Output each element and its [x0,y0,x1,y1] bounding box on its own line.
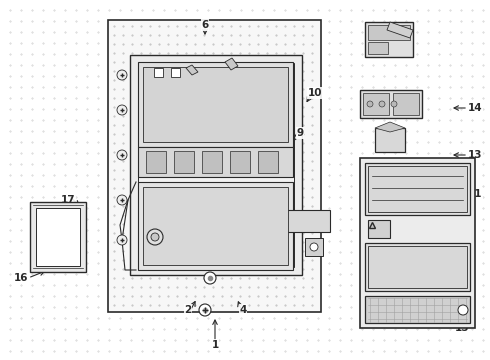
Bar [305,238,323,256]
Circle shape [310,243,318,251]
Circle shape [204,272,216,284]
Bar [365,296,470,323]
Circle shape [367,101,373,107]
Text: 3: 3 [158,192,166,202]
Polygon shape [225,58,238,70]
Circle shape [391,101,397,107]
Text: 17: 17 [61,195,75,205]
Bar [360,158,475,328]
Text: 13: 13 [468,150,483,160]
Bar [250,210,330,232]
Bar [202,151,222,173]
Bar [108,20,321,312]
Text: 4: 4 [239,305,246,315]
Bar [365,163,470,215]
Bar [258,151,278,173]
Text: 16: 16 [14,273,28,283]
Circle shape [117,150,127,160]
Bar [393,93,419,115]
Text: 15: 15 [455,323,469,333]
Circle shape [117,195,127,205]
Circle shape [117,105,127,115]
Bar [171,68,180,77]
Bar [138,182,293,270]
Text: 5: 5 [203,82,211,92]
Bar [368,166,467,212]
Circle shape [117,235,127,245]
Text: 14: 14 [468,103,483,113]
Polygon shape [375,122,405,132]
Text: 9: 9 [296,128,304,138]
Polygon shape [186,65,198,75]
Circle shape [379,101,385,107]
Text: 2: 2 [184,305,192,315]
Bar [138,147,293,177]
Polygon shape [387,22,413,38]
Bar [143,67,288,142]
Bar [138,62,293,147]
Bar [368,42,388,54]
Text: 10: 10 [308,88,322,98]
Bar [138,63,294,267]
Bar [143,187,288,265]
Bar [230,151,250,173]
Bar [30,202,86,272]
Bar [365,22,413,57]
Bar [368,25,410,40]
Bar [375,128,405,152]
Circle shape [147,229,163,245]
Bar [36,208,80,266]
Bar [365,243,470,291]
Bar [154,68,163,77]
Polygon shape [42,225,77,255]
Text: 8: 8 [415,190,422,200]
Circle shape [458,305,468,315]
Bar [368,220,390,238]
Circle shape [151,233,159,241]
Bar [146,151,166,173]
Text: 11: 11 [468,189,483,199]
Text: 1: 1 [211,340,219,350]
Text: 6: 6 [201,20,209,30]
Text: 12: 12 [387,205,401,215]
Bar [130,55,302,275]
Circle shape [199,304,211,316]
Circle shape [117,70,127,80]
Bar [368,246,467,288]
Bar [363,93,389,115]
Text: 7: 7 [393,213,400,223]
Bar [360,90,422,118]
Bar [174,151,194,173]
